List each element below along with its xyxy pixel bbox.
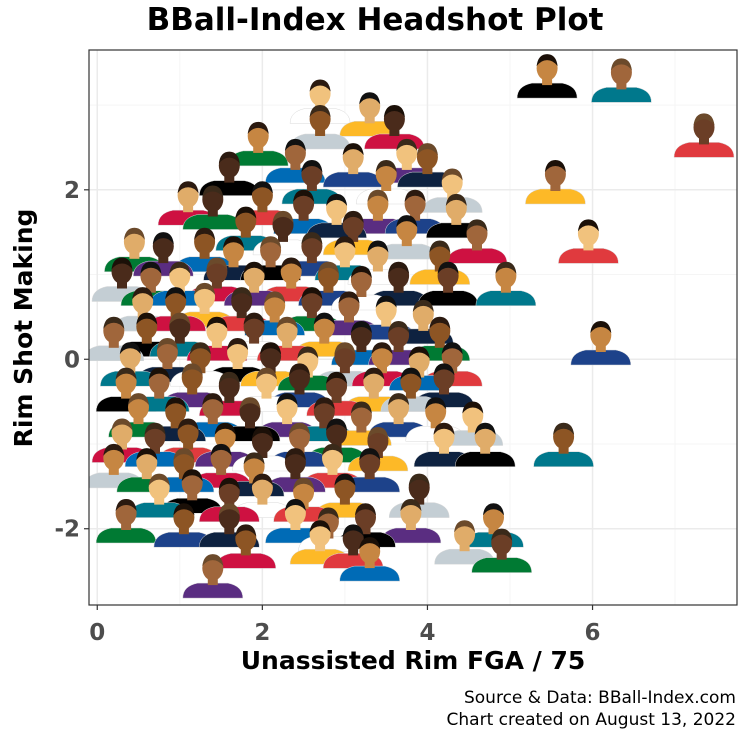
axes: 0 2 4 6 -2 0 2 <box>54 178 600 646</box>
source-caption: Source & Data: BBall-Index.com <box>463 688 736 708</box>
chart-title: BBall-Index Headshot Plot <box>146 2 604 38</box>
headshot-point <box>471 528 532 573</box>
x-tick-label: 2 <box>254 620 270 646</box>
created-caption: Chart created on August 13, 2022 <box>446 710 736 730</box>
headshot-point <box>591 58 652 103</box>
headshot-point <box>95 499 157 544</box>
headshot-point <box>182 185 244 230</box>
y-tick-label: -2 <box>54 517 80 543</box>
y-tick-label: 2 <box>64 178 80 204</box>
headshot-point <box>153 503 215 548</box>
panel-border <box>88 49 738 606</box>
headshot-point <box>413 363 475 408</box>
headshot-point <box>475 261 537 306</box>
headshot-point <box>182 554 244 599</box>
headshot-point <box>322 143 384 188</box>
headshot-point <box>215 524 277 569</box>
headshot-point <box>339 537 400 582</box>
headshot-point <box>454 422 516 467</box>
y-tick-label: 0 <box>64 347 80 373</box>
x-tick-label: 4 <box>419 620 435 646</box>
x-axis-label: Unassisted Rim FGA / 75 <box>241 646 586 675</box>
headshot-point <box>446 219 508 264</box>
headshot-points <box>89 54 735 599</box>
headshot-point <box>525 160 586 205</box>
headshot-point <box>376 215 438 260</box>
x-tick-label: 6 <box>585 620 601 646</box>
y-axis-label: Rim Shot Making <box>9 209 38 448</box>
headshot-point <box>289 105 351 150</box>
headshot-point <box>533 422 594 467</box>
headshot-point <box>380 499 442 544</box>
headshot-point <box>558 219 619 264</box>
x-tick-label: 0 <box>89 620 105 646</box>
headshot-point <box>570 321 632 366</box>
headshot-point <box>516 54 578 99</box>
headshot-point <box>194 422 256 467</box>
headshot-point <box>417 261 479 306</box>
headshot-point <box>673 113 735 158</box>
